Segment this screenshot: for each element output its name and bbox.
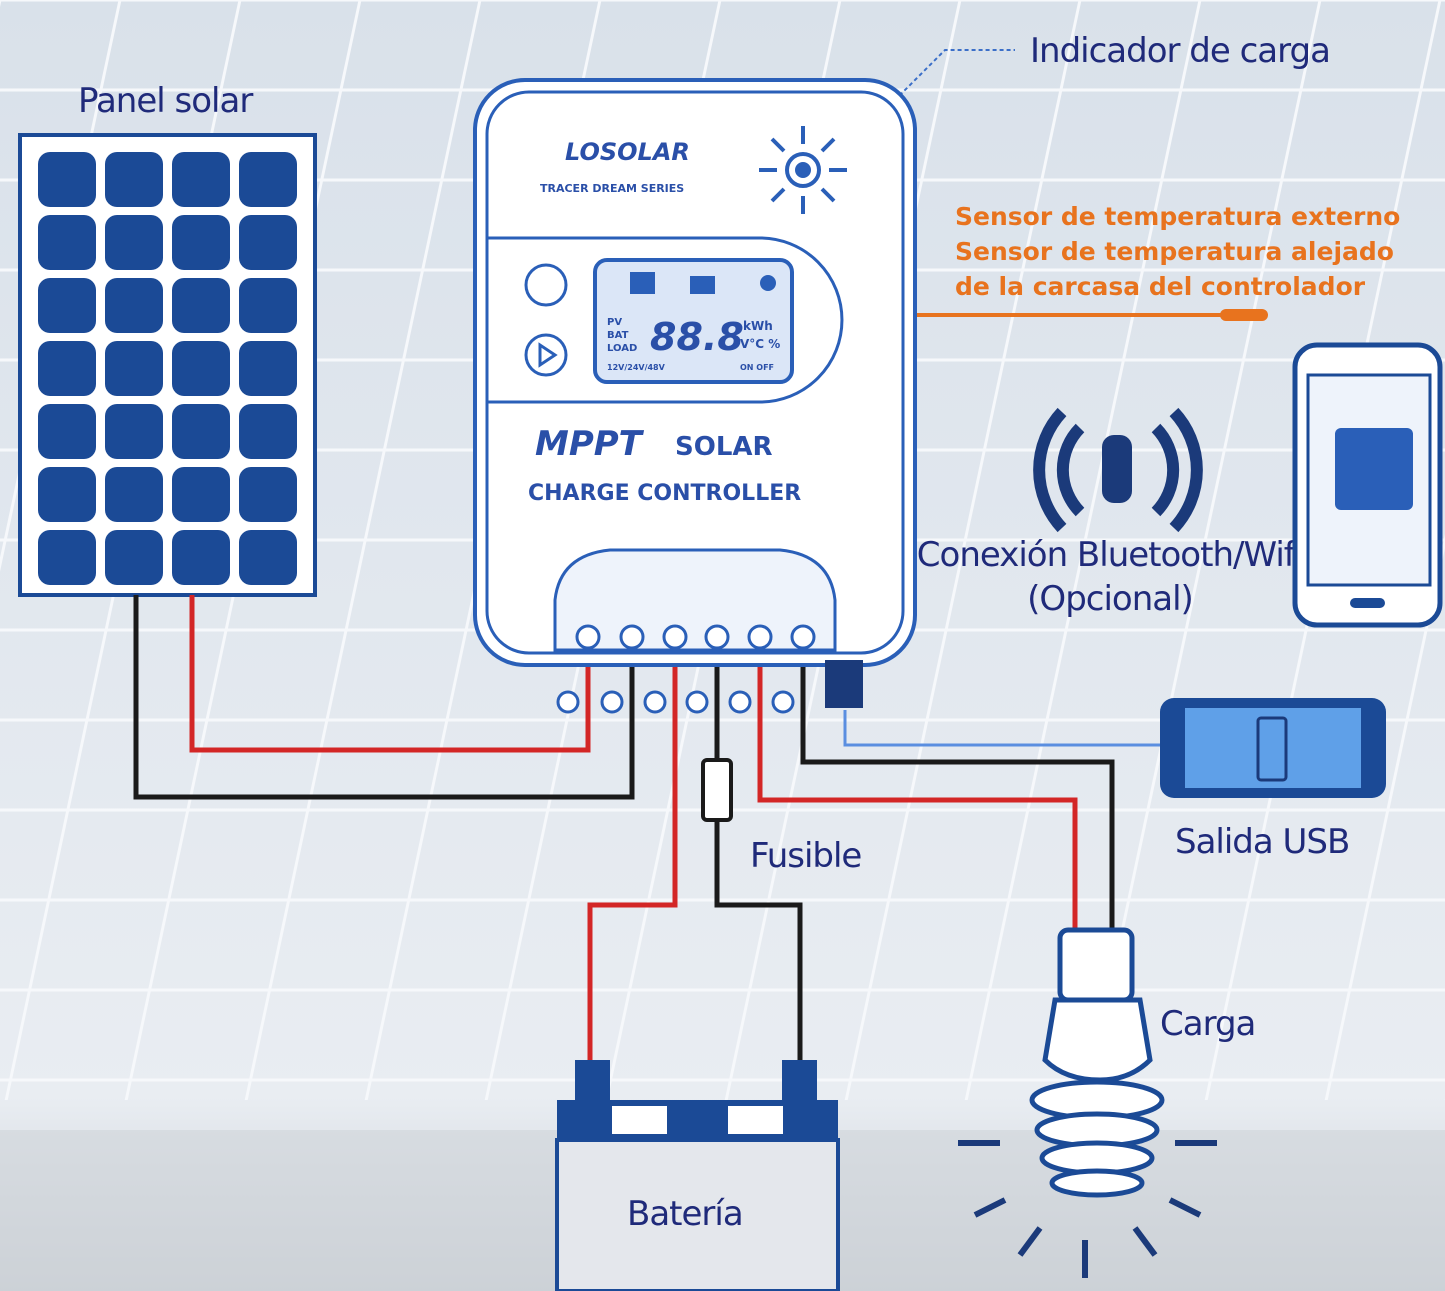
solar-cell [239, 341, 297, 396]
label: Salida USB [1175, 822, 1349, 862]
label: Conexión Bluetooth/Wifi [917, 535, 1303, 575]
solar: SOLAR [675, 432, 773, 462]
terminal [706, 626, 728, 648]
terminal [792, 626, 814, 648]
solar-cell [239, 530, 297, 585]
solar-cell [105, 404, 163, 459]
solar-cell [105, 278, 163, 333]
usb-device [1160, 698, 1386, 798]
terminal [749, 626, 771, 648]
solar-cell [38, 467, 96, 522]
label: de la carcasa del controlador [955, 272, 1366, 301]
label: Carga [1160, 1004, 1255, 1044]
mppt: MPPT [535, 424, 645, 464]
solar-cell [38, 530, 96, 585]
solar-cell [239, 152, 297, 207]
solar-cell [105, 215, 163, 270]
controller-text: CHARGE CONTROLLER [528, 481, 801, 506]
phone [1295, 345, 1440, 625]
solar-cell [105, 530, 163, 585]
terminal-bottom [558, 692, 578, 712]
solar-cell [38, 278, 96, 333]
solar-cell [38, 341, 96, 396]
lcd-load: LOAD [607, 343, 637, 354]
solar-cell [38, 215, 96, 270]
lcd-volt: 12V/24V/48V [607, 363, 666, 372]
terminal-bottom [773, 692, 793, 712]
diagram: Panel solar LOSOLAR T [0, 0, 1445, 1291]
brand: LOSOLAR [565, 138, 690, 166]
terminal [577, 626, 599, 648]
lcd-onoff: ON OFF [740, 363, 774, 372]
solar-cell [172, 467, 230, 522]
lcd-pv: PV [607, 317, 622, 328]
solar-cell [172, 404, 230, 459]
solar-cell [172, 530, 230, 585]
solar-cell [172, 341, 230, 396]
fuse [703, 760, 731, 820]
label: Fusible [750, 836, 861, 876]
lcd-digits: 88.8 [650, 315, 744, 359]
lcd-units: kWh [743, 319, 773, 333]
label: (Opcional) [1027, 579, 1193, 619]
terminal-bottom [730, 692, 750, 712]
solar-cell [38, 152, 96, 207]
solar-cell [105, 467, 163, 522]
solar-cell [239, 215, 297, 270]
solar-cell [239, 467, 297, 522]
label: Batería [627, 1194, 743, 1234]
terminal-bottom [645, 692, 665, 712]
solar-cell [172, 278, 230, 333]
label: Indicador de carga [1030, 31, 1330, 71]
terminal [664, 626, 686, 648]
solar-cell [172, 215, 230, 270]
solar-cell [172, 152, 230, 207]
lcd-bat: BAT [607, 330, 629, 341]
terminal-bottom [602, 692, 622, 712]
label: Sensor de temperatura externo [955, 202, 1400, 231]
page: {"labels": {"panel_solar": "Panel solar"… [0, 0, 1445, 1291]
solar-cell [38, 404, 96, 459]
solar-cell [239, 404, 297, 459]
solar-panel [20, 135, 315, 595]
solar-cell [105, 152, 163, 207]
series: TRACER DREAM SERIES [540, 182, 684, 195]
solar-cell [105, 341, 163, 396]
lcd-units2: V°C % [740, 337, 780, 351]
terminal [621, 626, 643, 648]
charge-controller [475, 80, 915, 712]
label: Sensor de temperatura alejado [955, 237, 1394, 266]
terminal-bottom [687, 692, 707, 712]
label: Panel solar [78, 81, 253, 121]
solar-cell [239, 278, 297, 333]
